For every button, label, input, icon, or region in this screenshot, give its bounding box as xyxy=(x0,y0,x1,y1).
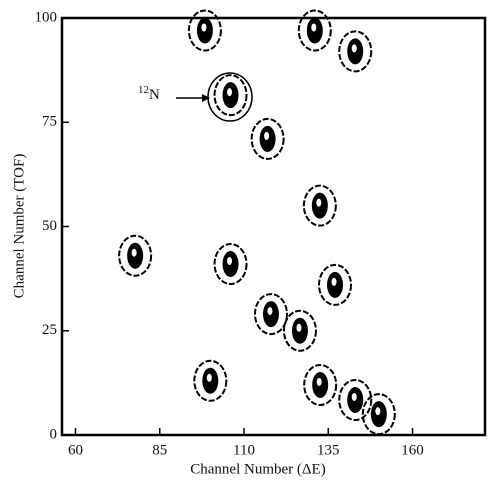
y-tick-label: 75 xyxy=(42,114,57,130)
cluster-contour xyxy=(250,117,285,160)
cluster-contour xyxy=(187,9,222,52)
annotation-superscript: 12 xyxy=(138,84,149,96)
cluster-contour xyxy=(318,263,353,306)
x-tick-label: 135 xyxy=(317,442,340,458)
cluster-contour xyxy=(338,30,373,73)
cluster-hole xyxy=(206,373,212,382)
y-axis-label: Channel Number (TOF) xyxy=(11,154,27,299)
cluster-hole xyxy=(264,131,270,140)
y-tick-label: 25 xyxy=(42,322,57,338)
annotation-text: N xyxy=(149,87,160,103)
x-axis-label: Channel Number (ΔE) xyxy=(190,461,325,477)
cluster-hole xyxy=(331,277,337,286)
plot-frame xyxy=(60,16,487,437)
cluster-hole xyxy=(227,257,233,266)
cluster-hole xyxy=(201,23,207,32)
cluster-contour xyxy=(118,234,153,277)
cluster-hole xyxy=(131,248,137,257)
cluster-hole xyxy=(375,407,381,416)
cluster-hole xyxy=(351,392,357,401)
x-tick-label: 60 xyxy=(68,442,83,458)
cluster-contour xyxy=(253,293,288,336)
cluster-contour xyxy=(282,309,317,352)
cluster-contour xyxy=(338,378,373,421)
cluster-hole xyxy=(267,307,273,316)
y-tick-label: 100 xyxy=(35,9,58,25)
cluster-hole xyxy=(351,44,357,53)
annotation-circle xyxy=(207,72,253,122)
cluster-hole xyxy=(311,23,317,32)
cluster-contour xyxy=(213,243,248,286)
x-tick-label: 160 xyxy=(401,442,424,458)
cluster-hole xyxy=(296,323,302,332)
cluster-contour xyxy=(361,393,396,436)
cluster-contour xyxy=(302,184,337,227)
cluster-contour xyxy=(213,74,248,117)
cluster-hole xyxy=(227,88,233,97)
cluster-hole xyxy=(316,198,322,207)
cluster-hole xyxy=(316,377,322,386)
cluster-contour xyxy=(297,9,332,52)
annotation: 12N xyxy=(138,84,160,104)
y-tick-label: 0 xyxy=(50,426,58,442)
x-tick-label: 110 xyxy=(233,442,255,458)
y-tick-label: 50 xyxy=(42,218,57,234)
annotation-arrowhead xyxy=(202,94,210,102)
cluster-contour xyxy=(303,363,338,406)
cluster-contour xyxy=(193,359,228,402)
x-tick-label: 85 xyxy=(152,442,167,458)
